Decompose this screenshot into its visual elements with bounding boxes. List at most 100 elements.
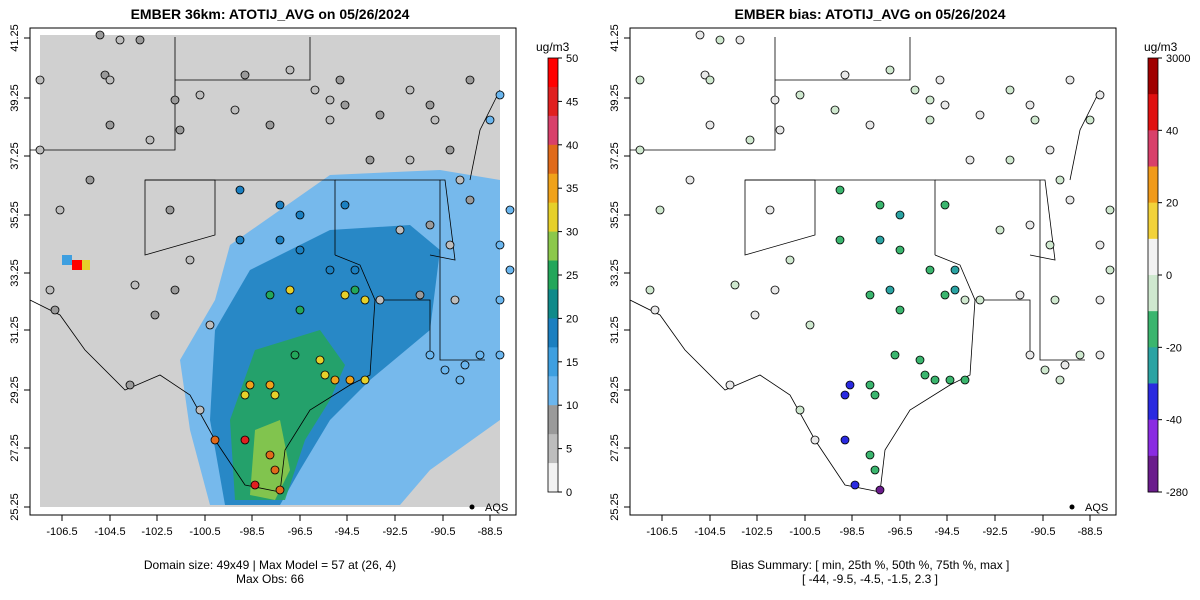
bias-station-marker xyxy=(1005,85,1015,95)
model-station-marker xyxy=(295,210,305,220)
aqs-legend-marker xyxy=(469,504,475,510)
model-station-marker xyxy=(445,145,455,155)
model-station-marker xyxy=(115,35,125,45)
bias-station-marker xyxy=(925,115,935,125)
bias-station-marker xyxy=(1105,265,1115,275)
model-station-marker xyxy=(360,295,370,305)
model-station-marker xyxy=(50,305,60,315)
model-station-marker xyxy=(285,285,295,295)
bias-station-marker xyxy=(770,95,780,105)
model-station-marker xyxy=(285,65,295,75)
model-colorbar-swatch xyxy=(548,86,558,117)
model-station-marker xyxy=(365,155,375,165)
model-station-marker xyxy=(35,75,45,85)
model-station-marker xyxy=(265,450,275,460)
bias-station-marker xyxy=(950,285,960,295)
bias-station-marker xyxy=(735,35,745,45)
model-colorbar-swatch xyxy=(548,144,558,175)
model-station-marker xyxy=(265,380,275,390)
model-station-marker xyxy=(265,120,275,130)
bias-colorbar-swatch xyxy=(1148,202,1158,240)
model-station-marker xyxy=(125,380,135,390)
bias-legend-label: AQS xyxy=(1085,502,1108,514)
bias-x-tick-label: -100.5 xyxy=(789,526,820,538)
model-station-marker xyxy=(425,350,435,360)
model-x-tick-label: -92.5 xyxy=(382,526,407,538)
model-station-marker xyxy=(275,485,285,495)
bias-station-marker xyxy=(910,85,920,95)
bias-station-marker xyxy=(1040,365,1050,375)
model-station-marker xyxy=(340,200,350,210)
model-station-marker xyxy=(350,265,360,275)
bias-station-marker xyxy=(945,375,955,385)
model-station-marker xyxy=(135,35,145,45)
bias-y-tick-label: 35.25 xyxy=(609,201,621,229)
model-station-marker xyxy=(165,205,175,215)
model-station-marker xyxy=(485,115,495,125)
bias-colorbar-swatch xyxy=(1148,311,1158,348)
model-map-frame xyxy=(29,27,517,516)
bias-map-title: EMBER bias: ATOTIJ_AVG on 05/26/2024 xyxy=(734,6,1006,22)
bias-colorbar-swatch xyxy=(1148,94,1158,131)
bias-station-marker xyxy=(745,135,755,145)
model-station-marker xyxy=(375,295,385,305)
model-station-marker xyxy=(240,390,250,400)
bias-station-markers xyxy=(635,30,1115,495)
bias-colorbar-swatch xyxy=(1148,455,1158,493)
bias-station-marker xyxy=(875,485,885,495)
model-x-tick-label: -104.5 xyxy=(94,526,125,538)
bias-colorbar-swatch xyxy=(1148,58,1158,95)
bias-station-marker xyxy=(960,375,970,385)
bias-station-marker xyxy=(1045,145,1055,155)
model-colorbar-swatch xyxy=(548,115,558,146)
model-colorbar-tick-label: 20 xyxy=(566,313,578,325)
bias-station-marker xyxy=(1085,115,1095,125)
bias-station-marker xyxy=(840,70,850,80)
model-x-tick-label: -90.5 xyxy=(430,526,455,538)
bias-state-borders xyxy=(629,37,1101,493)
bias-station-marker xyxy=(805,320,815,330)
model-station-marker xyxy=(245,380,255,390)
bias-station-marker xyxy=(835,235,845,245)
model-station-marker xyxy=(85,175,95,185)
model-station-marker xyxy=(265,290,275,300)
bias-colorbar-swatch xyxy=(1148,130,1158,167)
model-colorbar-swatch xyxy=(548,173,558,204)
bias-station-marker xyxy=(685,175,695,185)
model-station-marker xyxy=(350,285,360,295)
bias-x-tick-label: -106.5 xyxy=(646,526,677,538)
bias-station-marker xyxy=(1025,220,1035,230)
model-hotspot-yellow xyxy=(82,260,90,270)
model-station-marker xyxy=(195,90,205,100)
bias-station-marker xyxy=(770,285,780,295)
bias-station-marker xyxy=(1105,205,1115,215)
model-x-tick-label: -94.5 xyxy=(334,526,359,538)
model-x-tick-label: -102.5 xyxy=(141,526,172,538)
bias-colorbar: 3000 40 20 0 -20 -40 -280 xyxy=(1147,53,1190,499)
model-station-marker xyxy=(405,155,415,165)
model-footer-line1: Domain size: 49x49 | Max Model = 57 at (… xyxy=(143,558,397,572)
bias-station-marker xyxy=(940,290,950,300)
bias-station-marker xyxy=(885,285,895,295)
model-colorbar-tick-label: 5 xyxy=(566,444,572,456)
bias-station-marker xyxy=(1065,195,1075,205)
bias-y-tick-label: 25.25 xyxy=(609,493,621,521)
bias-x-tick-label: -90.5 xyxy=(1030,526,1055,538)
model-colorbar-swatch xyxy=(548,347,558,377)
bias-colorbar-tick-label: -20 xyxy=(1166,342,1182,354)
bias-station-marker xyxy=(950,265,960,275)
model-colorbar-swatch xyxy=(548,202,558,233)
model-colorbar-swatch xyxy=(548,289,558,319)
bias-colorbar-tick-label: 0 xyxy=(1166,270,1172,282)
bias-panel: EMBER bias: ATOTIJ_AVG on 05/26/2024 AQS… xyxy=(600,0,1200,600)
model-x-ticks: -106.5 -104.5 -102.5 -100.5 -98.5 -96.5 -94.5 -… xyxy=(46,515,503,538)
bias-y-tick-label: 33.25 xyxy=(609,259,621,287)
model-station-marker xyxy=(505,205,515,215)
model-y-ticks: 41.25 39.25 37.25 35.25 33.25 31.25 29.25 27.25… xyxy=(9,24,30,521)
model-station-marker xyxy=(270,465,280,475)
model-colorbar-swatch xyxy=(548,463,558,493)
bias-station-marker xyxy=(975,295,985,305)
bias-map-frame xyxy=(629,27,1117,516)
model-station-marker xyxy=(455,375,465,385)
bias-station-marker xyxy=(810,435,820,445)
